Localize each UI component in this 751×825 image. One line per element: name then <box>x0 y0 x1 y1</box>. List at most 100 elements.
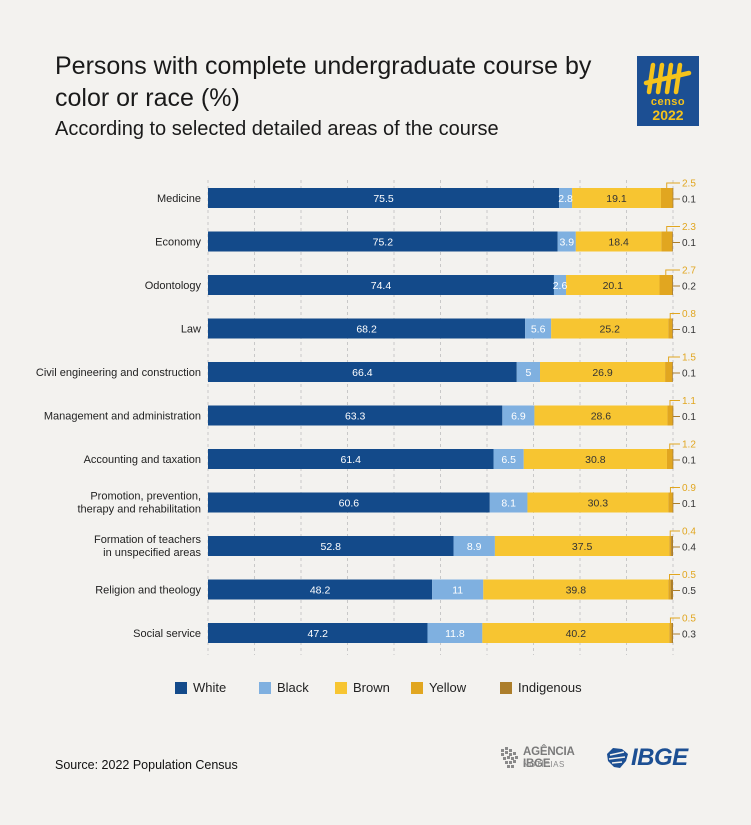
ibge-logo: IBGE <box>604 744 698 774</box>
tally-marks-icon <box>643 62 692 95</box>
agencia-logo-subtext: NOTÍCIAS <box>523 760 565 769</box>
category-label: Economy <box>155 237 201 249</box>
data-label-indigenous: 0.4 <box>682 543 696 554</box>
data-label-indigenous: 0.1 <box>682 499 696 510</box>
data-label-yellow: 0.9 <box>682 483 696 494</box>
bar-yellow <box>668 492 673 513</box>
data-label-black: 2.6 <box>553 280 568 292</box>
bar-brown <box>527 492 669 513</box>
bar-black <box>427 623 483 643</box>
bar-black <box>502 405 535 426</box>
bar-yellow <box>665 362 673 382</box>
data-label-black: 2.8 <box>558 193 573 205</box>
category-label: Odontology <box>145 280 202 292</box>
data-label-black: 3.9 <box>559 237 574 249</box>
category-label: Accounting and taxation <box>84 454 201 466</box>
bar-indigenous <box>672 231 673 252</box>
logo-text-year: 2022 <box>652 107 684 123</box>
leader-line-yellow <box>669 400 680 406</box>
legend-swatch-yellow <box>411 681 423 694</box>
category-label: Promotion, prevention, therapy and rehabi… <box>77 491 201 516</box>
leader-line-yellow <box>669 530 680 536</box>
bar-brown <box>483 579 669 600</box>
legend-item-yellow: Yellow <box>411 680 466 695</box>
data-label-white: 66.4 <box>352 367 373 379</box>
data-label-indigenous: 0.3 <box>682 630 696 641</box>
bar-black <box>525 318 552 339</box>
bar-yellow <box>668 318 673 339</box>
stacked-bar-chart: Medicine 75.5 2.8 19.1 2.5 0.1 Economy 75.2 3.9 1… <box>36 179 696 655</box>
data-label-indigenous: 0.1 <box>682 195 696 206</box>
bar-white <box>208 536 454 556</box>
bar-indigenous <box>672 405 674 426</box>
data-label-brown: 25.2 <box>600 324 621 336</box>
legend-label: Brown <box>353 680 390 695</box>
bar-yellow <box>659 275 673 295</box>
ibge-logo-text: IBGE <box>631 744 688 771</box>
data-label-yellow: 2.3 <box>682 222 696 233</box>
bar-indigenous <box>671 536 673 556</box>
legend-swatch-brown <box>335 681 347 694</box>
data-label-brown: 30.3 <box>588 498 609 510</box>
agencia-logo-text: AGÊNCIA IBGE <box>523 746 575 770</box>
bar-brown <box>572 188 661 208</box>
leader-line-yellow <box>666 182 680 188</box>
bar-black <box>432 579 484 600</box>
legend-item-black: Black <box>259 680 309 695</box>
data-label-black: 8.9 <box>467 541 482 553</box>
category-label: Social service <box>133 628 201 640</box>
bar-white <box>208 405 503 426</box>
bar-brown <box>523 449 667 469</box>
bar-white <box>208 579 433 600</box>
data-label-white: 61.4 <box>341 454 362 466</box>
bar-brown <box>482 623 670 643</box>
legend-label: Yellow <box>429 680 467 695</box>
bar-white <box>208 275 554 295</box>
bar-indigenous <box>672 275 673 295</box>
category-label: Civil engineering and construction <box>36 367 201 379</box>
data-label-brown: 40.2 <box>566 628 587 640</box>
leader-line-yellow <box>669 487 680 493</box>
category-label: Medicine <box>157 193 201 205</box>
data-label-white: 60.6 <box>339 498 360 510</box>
bar-indigenous <box>672 449 674 469</box>
data-label-yellow: 1.1 <box>682 396 696 407</box>
data-label-white: 52.8 <box>321 541 342 553</box>
legend-label: White <box>193 680 227 695</box>
bar-white <box>208 449 494 469</box>
data-label-black: 6.5 <box>501 454 516 466</box>
bar-yellow <box>661 231 673 252</box>
bar-yellow <box>669 623 672 643</box>
bar-black <box>553 275 567 295</box>
data-label-white: 48.2 <box>310 585 331 597</box>
bar-brown <box>575 231 662 252</box>
data-label-white: 68.2 <box>356 324 377 336</box>
data-label-indigenous: 0.1 <box>682 238 696 249</box>
data-label-yellow: 2.5 <box>682 179 696 190</box>
legend-label: Indigenous <box>518 680 582 695</box>
data-label-indigenous: 0.1 <box>682 412 696 423</box>
data-label-brown: 37.5 <box>572 541 593 553</box>
data-label-brown: 28.6 <box>591 411 612 423</box>
data-label-indigenous: 0.1 <box>682 456 696 467</box>
data-label-yellow: 0.5 <box>682 570 696 581</box>
data-label-brown: 20.1 <box>603 280 624 292</box>
data-label-yellow: 1.5 <box>682 353 696 364</box>
agencia-ibge-logo: AGÊNCIA IBGE NOTÍCIAS <box>498 744 594 774</box>
data-label-indigenous: 0.1 <box>682 325 696 336</box>
census-2022-logo: censo 2022 <box>637 56 699 126</box>
bar-indigenous <box>672 362 673 382</box>
category-label: Management and administration <box>44 411 201 423</box>
bar-white <box>208 492 490 513</box>
legend-item-brown: Brown <box>335 680 390 695</box>
data-label-yellow: 0.4 <box>682 527 696 538</box>
bar-white <box>208 362 517 382</box>
leader-line-yellow <box>668 356 680 362</box>
legend-item-white: White <box>175 680 226 695</box>
data-label-brown: 18.4 <box>608 237 629 249</box>
bar-brown <box>566 275 660 295</box>
data-label-brown: 19.1 <box>606 193 627 205</box>
leader-line-yellow <box>669 574 680 580</box>
bar-yellow <box>660 188 673 208</box>
data-label-yellow: 1.2 <box>682 440 696 451</box>
